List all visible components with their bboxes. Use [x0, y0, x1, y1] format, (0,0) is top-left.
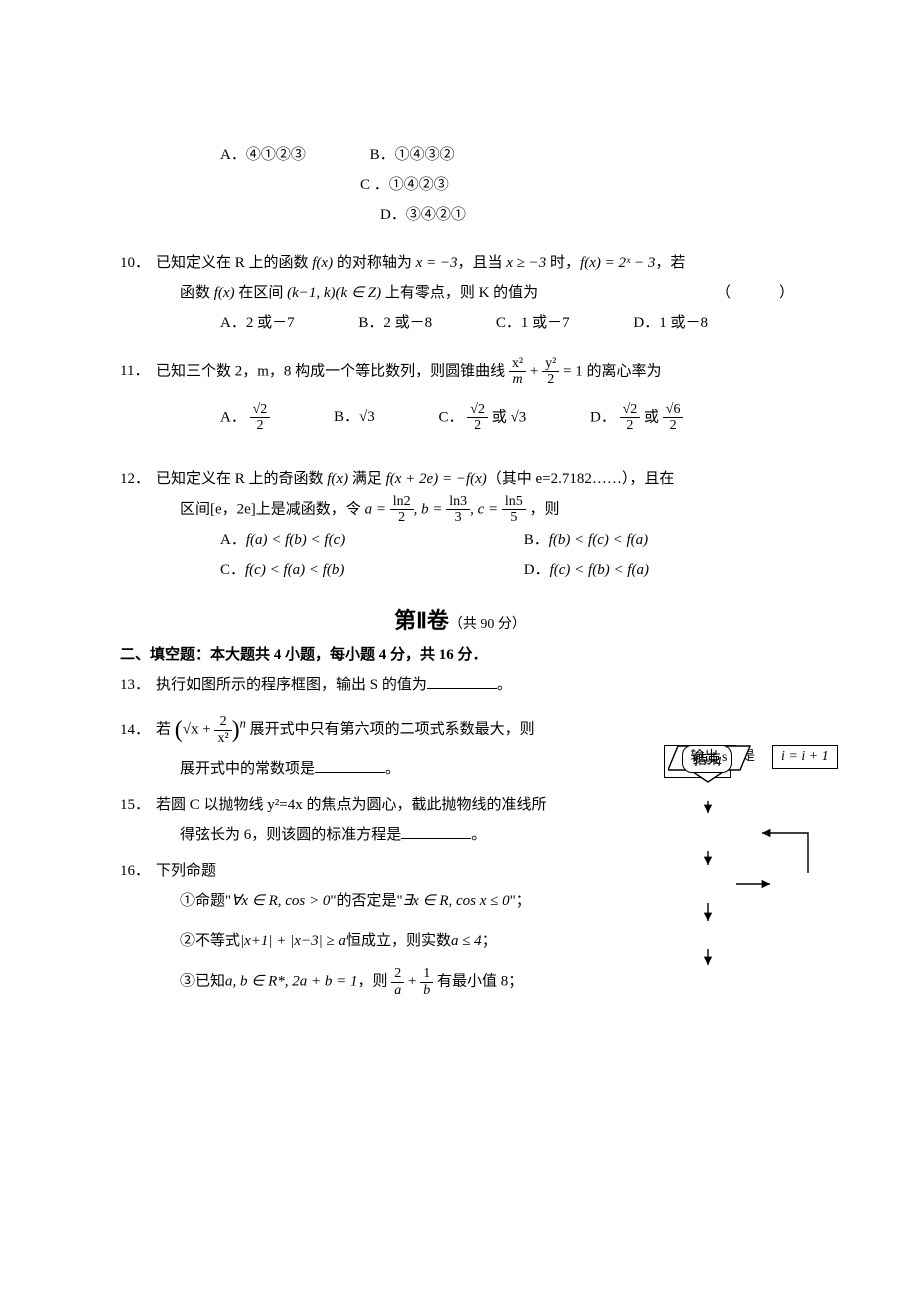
q10-opt-a: A．2 或－7: [220, 308, 295, 338]
q11-frac1: x²m: [509, 356, 526, 388]
q11-frac2: y²2: [542, 356, 559, 388]
q10-line2-1: 函数: [180, 285, 214, 301]
q9-opt-a-text: ④①②③: [246, 147, 306, 163]
q11-plus: +: [530, 363, 542, 379]
q11-opt-b: B．√3: [334, 402, 375, 432]
q10-stem-5: ，若: [655, 255, 685, 271]
q10-stem-2: 的对称轴为: [333, 255, 416, 271]
q9-opt-d: D．③④②①: [380, 200, 466, 230]
q12-opt-c: C．f(c) < f(a) < f(b): [220, 555, 520, 585]
q10-opt-d: D．1 或－8: [633, 308, 708, 338]
section-2-title: 第Ⅱ卷（共 90 分）: [120, 603, 800, 635]
q10-stem-3: ，且当: [458, 255, 507, 271]
flowchart: 开始 i=1, s=3 s = s − 1s + 1 i < 4 是 否 i =…: [650, 745, 860, 1025]
q9-opt-b-text: ①④③②: [395, 147, 455, 163]
question-10: 10．已知定义在 R 上的函数 f(x) 的对称轴为 x = −3，且当 x ≥…: [120, 248, 800, 338]
q9-opt-a: A．④①②③: [220, 140, 306, 170]
q9-opt-c: C ．①④②③: [360, 170, 449, 200]
q9-opt-c-text: ①④②③: [389, 177, 449, 193]
q16-prop-1: ①命题"∀x ∈ R, cos > 0"的否定是"∃x ∈ R, cos x ≤…: [120, 886, 610, 916]
q11-number: 11．: [120, 356, 156, 386]
q12-number: 12．: [120, 464, 156, 494]
q16-prop-3: ③已知a, b ∈ R*, 2a + b = 1，则 2a + 1b 有最小值 …: [120, 966, 610, 998]
q10-opt-c: C．1 或－7: [496, 308, 570, 338]
q11-opt-c: C． √22 或 √3: [439, 402, 527, 434]
q10-fx: f(x): [312, 255, 333, 271]
q10-stem-4: 时，: [546, 255, 580, 271]
q10-line2-3: 上有零点，则 K 的值为: [381, 285, 538, 301]
q10-line2-2: 在区间: [235, 285, 288, 301]
q10-interval: (k−1, k)(k ∈ Z): [287, 285, 381, 301]
q12-opt-b: B．f(b) < f(c) < f(a): [524, 532, 648, 548]
flowchart-arrows: [650, 745, 860, 1025]
q10-stem-1: 已知定义在 R 上的函数: [156, 255, 312, 271]
question-15: 15．若圆 C 以抛物线 y²=4x 的焦点为圆心，截此抛物线的准线所 得弦长为…: [120, 790, 610, 850]
q12-opt-d: D．f(c) < f(b) < f(a): [524, 562, 649, 578]
q10-blank: （ ）: [716, 278, 800, 308]
q10-fxexpr: f(x) = 2ˣ − 3: [580, 255, 655, 271]
question-11: 11．已知三个数 2，m，8 构成一个等比数列，则圆锥曲线 x²m + y²2 …: [120, 356, 800, 434]
q11-stem-post: 的离心率为: [583, 363, 662, 379]
question-9-options: A．④①②③ B．①④③② C ．①④②③ D．③④②①: [120, 140, 800, 230]
q11-opt-a: A． √22: [220, 402, 270, 434]
q10-eq1: x = −3: [416, 255, 458, 271]
question-14: 14．若 (√x + 2x²)n 展开式中只有第六项的二项式系数最大，则 展开式…: [120, 706, 610, 784]
q16-prop-2: ②不等式|x+1| + |x−3| ≥ a恒成立，则实数a ≤ 4；: [120, 926, 610, 956]
question-16: 16．下列命题 ①命题"∀x ∈ R, cos > 0"的否定是"∃x ∈ R,…: [120, 856, 610, 998]
q9-opt-d-text: ③④②①: [406, 207, 466, 223]
q11-eqrhs: = 1: [563, 363, 583, 379]
q10-fx2: f(x): [214, 285, 235, 301]
q12-opt-a: A．f(a) < f(b) < f(c): [220, 525, 520, 555]
q10-number: 10．: [120, 248, 156, 278]
q15-blank: [401, 825, 471, 839]
q11-opt-d: D． √22 或 √62: [590, 402, 683, 434]
question-13: 13．执行如图所示的程序框图，输出 S 的值为。: [120, 670, 610, 700]
question-12: 12．已知定义在 R 上的奇函数 f(x) 满足 f(x + 2e) = −f(…: [120, 464, 800, 586]
q9-opt-b: B．①④③②: [370, 140, 455, 170]
q10-cond: x ≥ −3: [506, 255, 546, 271]
q14-blank: [315, 759, 385, 773]
fillin-header: 二、填空题：本大题共 4 小题，每小题 4 分，共 16 分．: [120, 643, 610, 664]
q13-blank: [427, 675, 497, 689]
flow-inc: i = i + 1: [772, 745, 838, 769]
q10-opt-b: B．2 或－8: [358, 308, 432, 338]
q11-stem-pre: 已知三个数 2，m，8 构成一个等比数列，则圆锥曲线: [156, 363, 509, 379]
